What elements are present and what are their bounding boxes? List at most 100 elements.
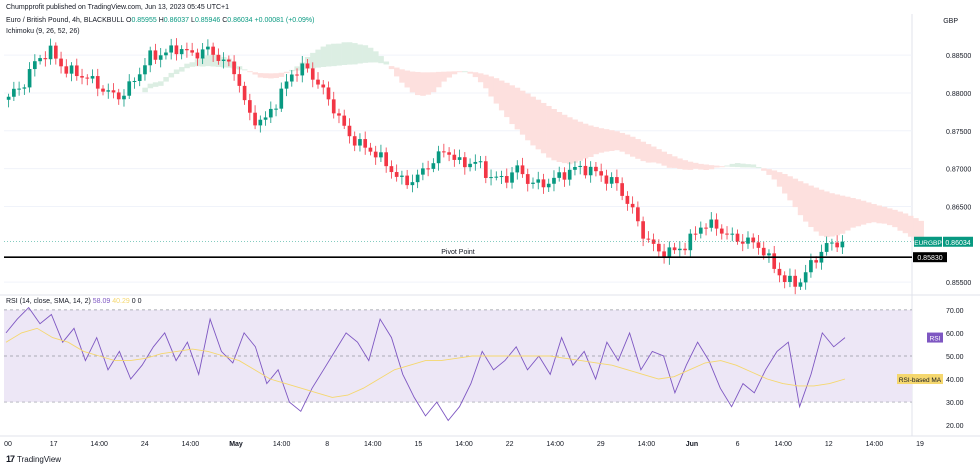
candle[interactable] [756,234,761,255]
candle-body[interactable] [615,177,619,184]
candle-body[interactable] [101,88,105,92]
candle-body[interactable] [641,221,645,239]
candle-body[interactable] [657,243,661,252]
candle-body[interactable] [295,74,299,76]
candle[interactable] [368,142,373,156]
candle[interactable] [316,72,320,89]
candle[interactable] [12,81,16,101]
candle[interactable] [693,226,698,241]
candle[interactable] [400,170,404,185]
candle[interactable] [148,46,153,73]
candle[interactable] [310,62,315,88]
candle[interactable] [578,160,583,175]
candlesticks[interactable] [6,38,845,295]
candle-body[interactable] [316,79,320,85]
candle-body[interactable] [672,247,677,251]
candle[interactable] [814,256,818,269]
candle-body[interactable] [735,233,740,242]
candle-body[interactable] [473,161,478,164]
candle-body[interactable] [499,176,504,178]
candle[interactable] [525,168,530,192]
candle-body[interactable] [504,176,509,183]
candle[interactable] [111,83,116,99]
candle-body[interactable] [300,63,305,76]
candle-body[interactable] [725,233,729,235]
candle[interactable] [242,81,247,105]
candle[interactable] [457,149,462,165]
price-axis[interactable]: 0.88500 0.88000 0.87500 0.87000 0.86500 0.855… [4,53,973,287]
candle[interactable] [625,191,630,211]
candle-body[interactable] [793,275,798,287]
candle[interactable] [714,213,719,236]
candle[interactable] [80,68,84,85]
candle[interactable] [410,174,415,193]
candle-body[interactable] [457,157,462,160]
candle[interactable] [641,216,645,247]
candle[interactable] [206,39,210,56]
candle[interactable] [394,164,399,182]
candle-body[interactable] [352,136,357,146]
candle-body[interactable] [719,228,724,234]
candle-body[interactable] [242,85,247,101]
candle-body[interactable] [431,163,436,169]
candle[interactable] [101,85,105,96]
candle[interactable] [683,242,687,255]
candle[interactable] [567,162,572,186]
candle[interactable] [6,93,11,108]
candle[interactable] [232,55,236,81]
candle-body[interactable] [326,87,331,100]
candle-body[interactable] [405,175,409,186]
candle[interactable] [59,51,63,74]
candle-body[interactable] [22,87,27,89]
candle-body[interactable] [185,49,189,51]
candle[interactable] [389,160,394,179]
candle[interactable] [698,221,703,239]
candle-body[interactable] [709,219,714,228]
candle-body[interactable] [788,275,792,282]
candle-body[interactable] [384,152,389,167]
candle-body[interactable] [552,177,556,184]
candle-body[interactable] [751,237,756,243]
candle-body[interactable] [651,239,656,244]
candle-body[interactable] [677,248,682,251]
candle-body[interactable] [90,76,95,79]
candle[interactable] [158,48,163,68]
candle[interactable] [33,54,37,77]
candle-body[interactable] [59,58,63,67]
candle-body[interactable] [227,59,231,62]
candle-body[interactable] [462,157,467,168]
candle[interactable] [337,108,341,124]
candle[interactable] [116,88,121,105]
candle-body[interactable] [153,50,158,60]
candle[interactable] [719,224,724,240]
candle[interactable] [174,38,179,61]
candle[interactable] [515,160,520,180]
candle[interactable] [636,201,640,227]
candle-body[interactable] [536,179,541,183]
candle[interactable] [431,158,436,173]
candle[interactable] [667,241,672,265]
candle-body[interactable] [143,65,147,75]
candle-body[interactable] [237,74,242,86]
candle-body[interactable] [426,168,430,170]
candle[interactable] [289,70,294,87]
rsi-legend[interactable]: RSI (14, close, SMA, 14, 2) 58.09 40.29 … [6,298,141,305]
candle[interactable] [342,109,347,130]
candle-body[interactable] [814,260,818,263]
candle[interactable] [195,48,200,66]
candle[interactable] [462,152,467,175]
candle[interactable] [604,169,609,191]
candle[interactable] [599,163,604,182]
candle[interactable] [730,227,735,242]
candle-body[interactable] [688,233,693,251]
candle[interactable] [531,177,535,189]
candle[interactable] [504,168,509,189]
candle[interactable] [442,143,446,158]
candle-body[interactable] [410,182,415,186]
candle[interactable] [258,115,263,133]
candle-body[interactable] [489,177,493,179]
candle-body[interactable] [132,80,137,82]
candle[interactable] [562,167,567,187]
candle[interactable] [64,59,69,78]
candle-body[interactable] [442,151,446,153]
